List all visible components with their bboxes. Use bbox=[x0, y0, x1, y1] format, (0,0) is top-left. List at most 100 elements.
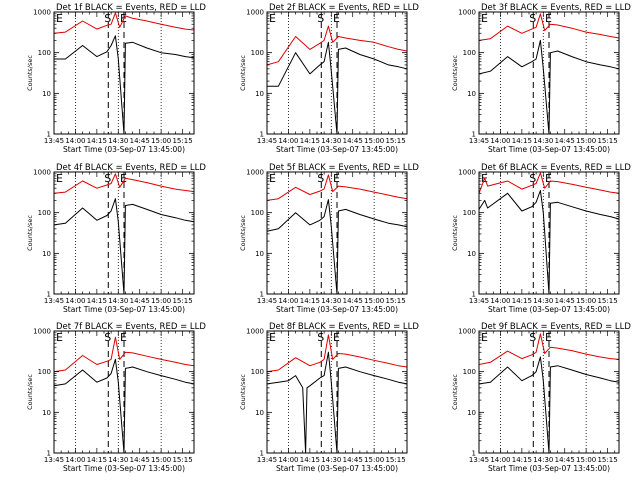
panel-9-y-tick-label-1000: 1000 bbox=[458, 328, 476, 336]
panel-6-xlabel: Start Time (03-Sep-07 13:45:00) bbox=[488, 305, 610, 314]
panel-2-e-marker-label: E bbox=[333, 12, 340, 25]
panel-8-y-tick-label-10: 10 bbox=[255, 409, 264, 417]
panel-4-e-marker-label: E bbox=[120, 172, 127, 185]
panel-5-y-tick-label-10: 10 bbox=[255, 250, 264, 258]
panel-8-left-marker-label: E bbox=[269, 331, 276, 344]
panel-3-y-tick-label-100: 100 bbox=[463, 49, 476, 57]
panel-1-x-tick-label-3: 14:15 bbox=[87, 137, 107, 145]
panel-9-frame bbox=[478, 330, 620, 454]
panel-7-x-tick-label-1: 13:45 bbox=[44, 456, 64, 464]
panel-1-x-tick-label-5: 14:45 bbox=[130, 137, 150, 145]
panel-4-x-tick-label-7: 15:15 bbox=[172, 297, 192, 305]
panel-1-y-tick-label-1000: 1000 bbox=[33, 9, 51, 17]
panel-5-x-tick-label-1: 13:45 bbox=[257, 297, 277, 305]
panel-8-series-events bbox=[266, 351, 408, 454]
panel-1-series-lld bbox=[53, 12, 195, 34]
panel-9-x-tick-label-3: 14:15 bbox=[512, 456, 532, 464]
panel-4-x-tick-label-4: 14:30 bbox=[108, 297, 128, 305]
panel-6-x-tick-label-1: 13:45 bbox=[469, 297, 489, 305]
panel-3-y-tick-label-10: 10 bbox=[467, 90, 476, 98]
panel-7-x-tick-label-2: 14:00 bbox=[65, 456, 85, 464]
panel-4-x-tick-label-2: 14:00 bbox=[65, 297, 85, 305]
panel-2-series-lld bbox=[266, 25, 408, 66]
panel-4-x-tick-label-6: 15:00 bbox=[151, 297, 171, 305]
panel-9-left-marker-label: E bbox=[481, 331, 488, 344]
panel-4-ylabel: Counts/sec bbox=[26, 215, 34, 251]
panel-6-y-tick-label-10: 10 bbox=[467, 250, 476, 258]
panel-8-series-lld bbox=[266, 334, 408, 373]
panel-7-left-marker-label: E bbox=[56, 331, 63, 344]
panel-3-s-marker-label: S bbox=[529, 12, 536, 25]
panel-5-ylabel: Counts/sec bbox=[239, 215, 247, 251]
panel-9-x-tick-label-7: 15:15 bbox=[597, 456, 617, 464]
panel-6-s-marker-label: S bbox=[529, 172, 536, 185]
panel-9-e-marker-label: E bbox=[545, 331, 552, 344]
panel-5-xlabel: Start Time (03-Sep-07 13:45:00) bbox=[276, 305, 398, 314]
panel-7-title: Det 7f BLACK = Events, RED = LLD bbox=[56, 322, 206, 332]
panel-4-title: Det 4f BLACK = Events, RED = LLD bbox=[56, 163, 206, 173]
panel-5-series-lld bbox=[266, 174, 408, 201]
panel-5-title: Det 5f BLACK = Events, RED = LLD bbox=[269, 163, 419, 173]
panel-9-x-tick-label-4: 14:30 bbox=[533, 456, 553, 464]
panel-9-series-lld bbox=[478, 333, 620, 365]
panel-2-y-tick-label-10: 10 bbox=[255, 90, 264, 98]
panel-2-series-events bbox=[267, 41, 408, 135]
panel-3-x-tick-label-2: 14:00 bbox=[490, 137, 510, 145]
panel-5-e-marker-label: E bbox=[333, 172, 340, 185]
panel-4-xlabel: Start Time (03-Sep-07 13:45:00) bbox=[63, 305, 185, 314]
panel-1-s-marker-label: S bbox=[104, 12, 111, 25]
panel-1-y-tick-label-100: 100 bbox=[38, 49, 51, 57]
panel-6-x-tick-label-5: 14:45 bbox=[555, 297, 575, 305]
panel-7-s-marker-label: S bbox=[104, 331, 111, 344]
panel-8-xlabel: Start Time (03-Sep-07 13:45:00) bbox=[276, 464, 398, 473]
panel-6-x-tick-label-6: 15:00 bbox=[576, 297, 596, 305]
panel-2-x-tick-label-3: 14:15 bbox=[300, 137, 320, 145]
panel-6-e-marker-label: E bbox=[545, 172, 552, 185]
panel-7-y-tick-label-10: 10 bbox=[42, 409, 51, 417]
panel-8-y-tick-label-1000: 1000 bbox=[246, 328, 264, 336]
panel-7-frame bbox=[53, 330, 195, 454]
panel-9-x-tick-label-1: 13:45 bbox=[469, 456, 489, 464]
panel-4-frame bbox=[53, 171, 195, 295]
panel-3-left-marker-label: E bbox=[481, 12, 488, 25]
panel-3-title: Det 3f BLACK = Events, RED = LLD bbox=[481, 3, 631, 13]
panel-6-x-tick-label-7: 15:15 bbox=[597, 297, 617, 305]
panel-2-x-tick-label-2: 14:00 bbox=[278, 137, 298, 145]
panel-1-y-tick-label-10: 10 bbox=[42, 90, 51, 98]
panel-8-y-tick-label-1: 1 bbox=[260, 450, 264, 458]
panel-4-series-lld bbox=[53, 173, 195, 194]
panel-1-series-events bbox=[54, 35, 195, 135]
panel-4-s-marker-label: S bbox=[104, 172, 111, 185]
panel-8-x-tick-label-1: 13:45 bbox=[257, 456, 277, 464]
panel-5-x-tick-label-4: 14:30 bbox=[321, 297, 341, 305]
panel-6-y-tick-label-100: 100 bbox=[463, 209, 476, 217]
panel-9-x-tick-label-6: 15:00 bbox=[576, 456, 596, 464]
panel-3-y-tick-label-1: 1 bbox=[472, 131, 476, 139]
panel-5-y-tick-label-100: 100 bbox=[251, 209, 264, 217]
panel-5-y-tick-label-1: 1 bbox=[260, 291, 264, 299]
panel-5-x-tick-label-2: 14:00 bbox=[278, 297, 298, 305]
panel-8-title: Det 8f BLACK = Events, RED = LLD bbox=[269, 322, 419, 332]
panel-8-frame bbox=[266, 330, 408, 454]
panel-7-ylabel: Counts/sec bbox=[26, 374, 34, 410]
panel-2-ylabel: Counts/sec bbox=[239, 55, 247, 91]
panel-2-x-tick-label-1: 13:45 bbox=[257, 137, 277, 145]
panel-6-y-tick-label-1: 1 bbox=[472, 291, 476, 299]
panel-9-y-tick-label-100: 100 bbox=[463, 368, 476, 376]
panel-5-x-tick-label-6: 15:00 bbox=[364, 297, 384, 305]
panel-5-series-events bbox=[266, 199, 408, 295]
panel-6-x-tick-label-2: 14:00 bbox=[490, 297, 510, 305]
panel-5-s-marker-label: S bbox=[317, 172, 324, 185]
panel-9-x-tick-label-2: 14:00 bbox=[490, 456, 510, 464]
panel-6-x-tick-label-4: 14:30 bbox=[533, 297, 553, 305]
panel-8-x-tick-label-3: 14:15 bbox=[300, 456, 320, 464]
panel-3-series-lld bbox=[478, 13, 620, 41]
panel-6-y-tick-label-1000: 1000 bbox=[458, 169, 476, 177]
panel-3-e-marker-label: E bbox=[545, 12, 552, 25]
